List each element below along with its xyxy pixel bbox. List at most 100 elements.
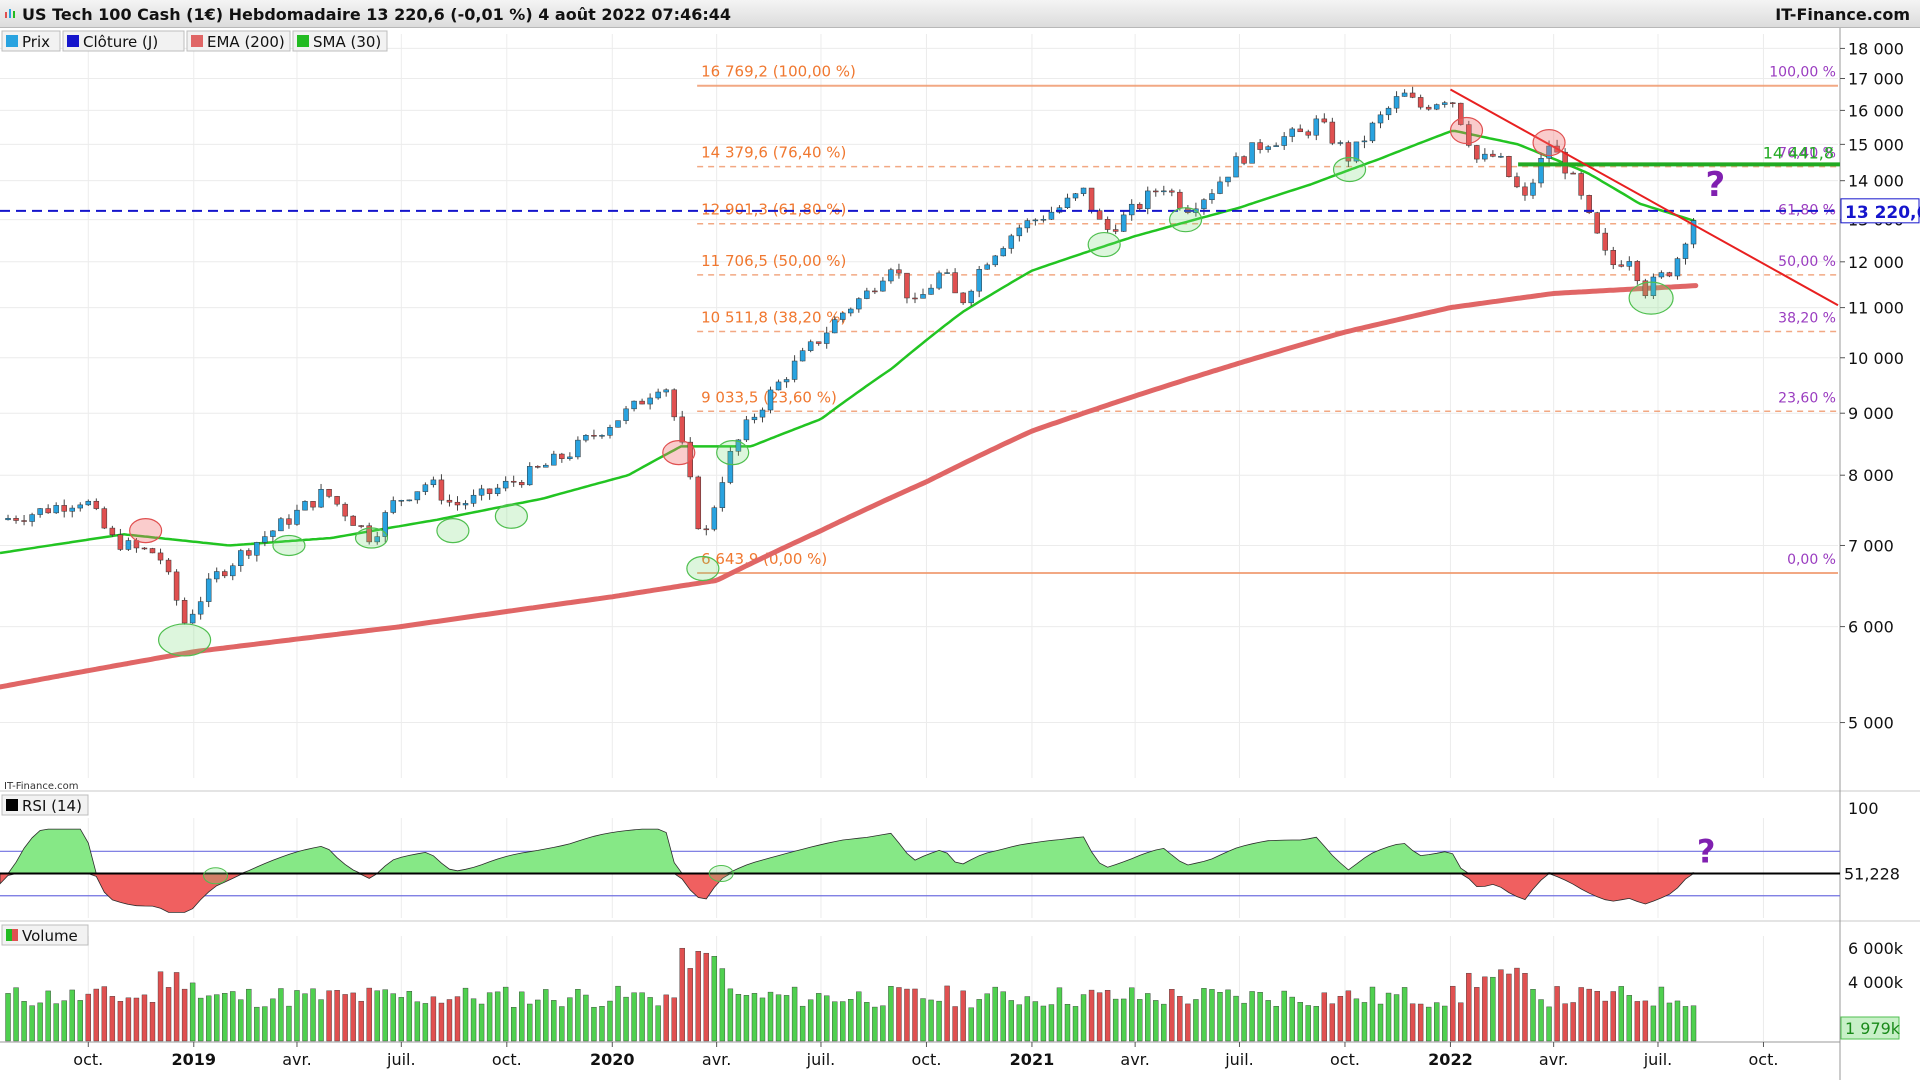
candle-body xyxy=(358,525,364,527)
volume-bar xyxy=(599,1006,605,1042)
candle xyxy=(438,474,445,505)
volume-bar xyxy=(1024,996,1031,1042)
legend-swatch xyxy=(191,35,203,47)
candle xyxy=(1241,155,1247,166)
volume-y-tick-label: 6 000k xyxy=(1848,939,1904,958)
volume-bar xyxy=(1185,1003,1191,1042)
legend-swatch xyxy=(6,35,18,47)
candle xyxy=(1040,215,1047,223)
candle xyxy=(1417,94,1424,110)
candle xyxy=(1056,205,1063,214)
candle-body xyxy=(591,435,597,437)
volume-bar xyxy=(302,993,308,1042)
volume-bar xyxy=(1425,1006,1432,1042)
candle-body xyxy=(791,360,798,380)
volume-bar xyxy=(109,996,116,1042)
candle-body xyxy=(872,290,878,293)
candle-body xyxy=(831,319,838,334)
candle-body xyxy=(904,272,910,299)
candle-body xyxy=(438,479,445,501)
volume-bar xyxy=(767,991,774,1042)
volume-bar xyxy=(1466,972,1472,1042)
volume-bar xyxy=(872,1006,878,1042)
candle xyxy=(1498,152,1504,158)
candle-body xyxy=(414,491,421,501)
y-tick-label: 5 000 xyxy=(1848,714,1894,733)
ema-200-line xyxy=(0,283,1699,690)
legend-item: Clôture (J) xyxy=(62,30,185,52)
volume-bar xyxy=(1008,1000,1014,1042)
volume-bar xyxy=(743,995,750,1042)
volume-bar xyxy=(519,991,525,1042)
candle-body xyxy=(1289,128,1295,137)
volume-bar xyxy=(1233,995,1239,1042)
candle xyxy=(743,415,750,442)
candle xyxy=(1570,171,1576,175)
candle-body xyxy=(254,542,260,556)
candle xyxy=(326,488,332,499)
volume-bar xyxy=(1137,999,1143,1042)
volume-bar xyxy=(928,999,934,1042)
candle-body xyxy=(21,520,27,522)
candle-body xyxy=(815,341,822,344)
fib-level-percent: 100,00 % xyxy=(1769,65,1836,81)
candle xyxy=(1337,140,1344,146)
candle xyxy=(864,287,870,300)
fib-level-label: 14 379,6 (76,40 %) xyxy=(701,144,846,162)
candle xyxy=(607,424,613,439)
candle xyxy=(109,525,116,537)
volume-bar xyxy=(1153,1000,1159,1042)
candle xyxy=(711,505,718,532)
volume-bar xyxy=(310,988,316,1042)
volume-bar xyxy=(719,968,726,1042)
volume-bar xyxy=(607,1000,613,1042)
candle-body xyxy=(470,494,477,504)
candle-body xyxy=(1345,142,1352,162)
candle xyxy=(1217,176,1223,195)
candle-body xyxy=(1658,272,1665,278)
candle-body xyxy=(1690,220,1697,245)
candle xyxy=(1080,187,1087,197)
candle-body xyxy=(1466,124,1472,146)
candle xyxy=(366,522,372,545)
candle xyxy=(93,498,100,511)
volume-bar xyxy=(1674,1000,1681,1042)
volume-title: Volume xyxy=(22,927,78,945)
volume-bar xyxy=(77,1000,83,1042)
volume-bar xyxy=(1514,967,1520,1042)
candle-body xyxy=(53,505,59,514)
chart-area[interactable]: IT-Finance.com 16 769,2 (100,00 %) 100,00… xyxy=(0,28,1920,1080)
candle xyxy=(334,495,340,507)
volume-bar xyxy=(671,997,677,1042)
candle-body xyxy=(422,484,429,492)
volume-bar xyxy=(286,1005,292,1042)
volume-bar xyxy=(29,1005,35,1042)
candle-body xyxy=(1618,264,1625,267)
volume-bar xyxy=(952,1006,958,1042)
candle xyxy=(181,597,188,625)
candle-body xyxy=(703,528,710,531)
candle-body xyxy=(125,540,132,550)
rsi-question-annotation: ? xyxy=(1697,832,1716,870)
candle xyxy=(5,514,11,521)
candle xyxy=(77,502,84,512)
volume-bar xyxy=(510,1007,517,1042)
support-touch-circle xyxy=(686,555,720,582)
candle xyxy=(53,502,59,514)
candle xyxy=(960,292,966,305)
candle-body xyxy=(864,290,870,299)
candle-body xyxy=(719,482,726,508)
volume-bar xyxy=(1434,1002,1440,1042)
rsi-panel: RSI (14)? 100 51,228 xyxy=(0,794,1900,913)
volume-bar xyxy=(45,990,51,1042)
candle-body xyxy=(189,613,196,624)
volume-bar xyxy=(655,1005,661,1042)
fib-level-percent: 76,40 % xyxy=(1778,146,1836,162)
x-tick-label: oct. xyxy=(1748,1050,1778,1069)
volume-bar xyxy=(1209,989,1215,1042)
volume-bar xyxy=(1257,992,1263,1042)
volume-bar xyxy=(703,952,709,1042)
candle xyxy=(1506,155,1512,178)
volume-bar xyxy=(422,1003,429,1042)
volume-bar xyxy=(815,993,822,1042)
